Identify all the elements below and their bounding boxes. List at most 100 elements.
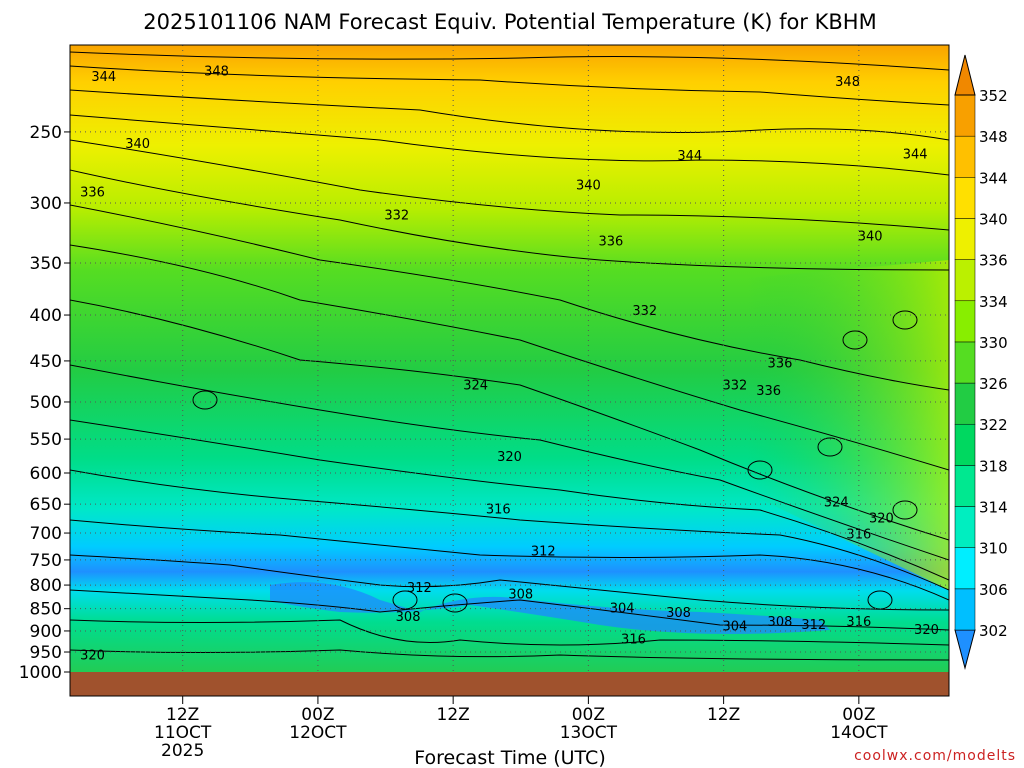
y-tick-label: 650	[30, 495, 62, 515]
colorbar-bottom-extension	[954, 629, 976, 670]
y-tick-label: 550	[30, 430, 62, 450]
colorbar-segment	[954, 94, 976, 137]
x-tick-label: 12Z	[437, 705, 470, 725]
contour-label: 340	[576, 179, 601, 194]
contour-label: 312	[1, 581, 26, 596]
contour-label: 304	[722, 620, 747, 635]
contour-label: 320	[80, 648, 105, 663]
colorbar-label: 302	[979, 622, 1008, 640]
contour-label: 332	[632, 304, 657, 319]
contour-label: 308	[46, 571, 71, 586]
colorbar-segment	[954, 423, 976, 466]
y-axis: 2503003504004505005506006507007508008509…	[19, 123, 70, 683]
colorbar-label: 306	[979, 581, 1008, 599]
contour-label: 336	[756, 384, 781, 399]
contour-label: 344	[91, 70, 116, 85]
contour-closed-cell	[842, 330, 868, 350]
x-tick-label: 00Z	[301, 705, 334, 725]
contour-label: 332	[384, 209, 409, 224]
contour-line	[70, 589, 949, 631]
contour-closed-cell	[817, 437, 843, 457]
contour-label: 324	[463, 378, 488, 393]
contour-closed-cell	[892, 500, 918, 520]
contour-line	[70, 554, 949, 611]
colorbar-label: 348	[979, 128, 1008, 146]
contour-line	[70, 89, 949, 141]
contour-line	[70, 204, 949, 391]
colorbar-label: 340	[979, 210, 1008, 228]
x-tick-date: 11OCT	[154, 723, 212, 743]
colorbar-segment	[954, 300, 976, 343]
y-tick-label: 700	[30, 524, 62, 544]
x-tick-date: 14OCT	[830, 723, 888, 743]
contour-line	[70, 299, 949, 541]
contour-closed-cell	[892, 310, 918, 330]
plot-frame	[69, 44, 950, 697]
contour-label: 344	[903, 148, 928, 163]
colorbar-top-extension	[954, 54, 976, 96]
contour-line	[70, 619, 949, 646]
x-tick-date: 12OCT	[289, 723, 347, 743]
x-tick-label: 12Z	[707, 705, 740, 725]
colorbar-segment	[954, 506, 976, 548]
y-tick-label: 950	[30, 643, 62, 663]
contour-labels: 348 344 348 340 344 344 340 336 332 336 340 328 332 3…	[1, 64, 939, 663]
y-tick-label: 300	[30, 194, 62, 214]
contour-label: 348	[204, 64, 229, 79]
colorbar-label: 344	[979, 169, 1008, 187]
contour-label: 308	[768, 615, 793, 630]
colorbar-segment	[954, 465, 976, 507]
x-tick-label: 00Z	[572, 705, 605, 725]
contour-label: 316	[486, 503, 511, 518]
contour-label: 348	[835, 75, 860, 90]
y-tick-label: 350	[30, 254, 62, 274]
contour-label: 340	[125, 137, 150, 152]
y-tick-label: 400	[30, 306, 62, 326]
colorbar-segment	[954, 218, 976, 260]
contour-line	[70, 139, 949, 231]
colorbar-label: 318	[979, 457, 1008, 475]
colorbar-label: 330	[979, 334, 1008, 352]
contour-label: 324	[824, 495, 849, 510]
contour-label: 320	[914, 623, 939, 638]
credit-text: coolwx.com/modelts	[854, 748, 1016, 764]
contour-label: 316	[46, 470, 71, 485]
colorbar-label: 326	[979, 375, 1008, 393]
colorbar-segment	[954, 135, 976, 178]
x-tick-label: 00Z	[842, 705, 875, 725]
colorbar-label: 334	[979, 293, 1008, 311]
contour-closed-cell	[747, 460, 773, 480]
contour-line	[70, 469, 949, 591]
contour-label: 320	[497, 450, 522, 465]
y-tick-label: 600	[30, 464, 62, 484]
contour-label: 312	[531, 545, 556, 560]
contour-label: 344	[677, 149, 702, 164]
contour-closed-cell	[442, 593, 468, 613]
y-tick-label: 500	[30, 393, 62, 413]
colorbar-label: 314	[979, 499, 1008, 517]
contour-label: 336	[80, 185, 105, 200]
contour-label: 332	[722, 378, 747, 393]
colorbar-segment	[954, 588, 976, 631]
contour-lines	[70, 51, 949, 661]
ground-strip	[70, 672, 949, 696]
y-tick-label: 450	[30, 352, 62, 372]
chart-title: 2025101106 NAM Forecast Equiv. Potential…	[143, 10, 876, 34]
contour-label: 308	[666, 606, 691, 621]
y-tick-label: 900	[30, 622, 62, 642]
contour-label: 336	[768, 357, 793, 372]
contour-label: 316	[621, 633, 646, 648]
contour-label: 328	[46, 276, 71, 291]
contour-label: 308	[396, 610, 421, 625]
contour-label: 340	[858, 230, 883, 245]
contour-label: 312	[801, 618, 826, 633]
y-tick-label: 250	[30, 123, 62, 143]
colorbar-label: 336	[979, 252, 1008, 270]
colorbar-segment	[954, 177, 976, 219]
y-tick-label: 1000	[19, 663, 62, 683]
colorbar-label: 352	[979, 87, 1008, 105]
x-axis-title: Forecast Time (UTC)	[414, 747, 605, 768]
contour-line	[70, 65, 949, 106]
